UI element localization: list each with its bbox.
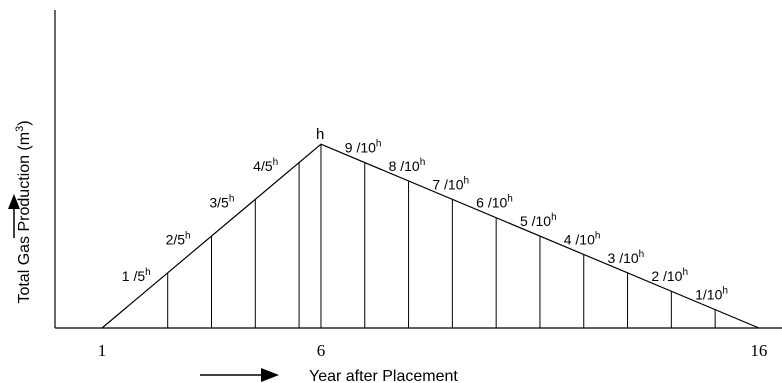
fraction-label: 5 /10h [520,212,557,229]
fraction-label: 7 /10h [432,175,469,192]
fraction-superscript: h [722,286,728,297]
x-tick-label: 6 [317,341,326,360]
y-axis-label: Total Gas Production (m3) [14,120,33,303]
fraction-label: 3 /10h [608,249,645,266]
fraction-label: 8 /10h [389,157,426,174]
chart-marks [101,143,760,329]
fraction-label: 1 /5h [122,267,151,284]
fraction-superscript: h [551,212,557,223]
fraction-superscript: h [595,230,601,241]
fraction-label: 2/5h [166,230,191,247]
fraction-label: 9 /10h [345,139,382,156]
fraction-label: 2 /10h [651,267,688,284]
x-axis-label: Year after Placement [309,368,458,383]
fraction-superscript: h [185,230,191,241]
fraction-superscript: h [464,175,470,186]
fraction-superscript: h [229,194,235,205]
fraction-label: 4/5h [253,157,278,174]
y-arrow-head [8,194,20,209]
x-tick-label: 16 [750,341,767,360]
fraction-label: 3/5h [209,194,234,211]
fraction-superscript: h [376,139,382,150]
x-tick-label: 1 [98,341,107,360]
x-arrow-head [261,368,279,382]
peak-label: h [316,126,324,143]
fraction-superscript: h [420,157,426,168]
production-triangle [101,143,760,329]
axes [8,10,782,382]
fraction-superscript: h [273,157,279,168]
fraction-superscript: h [145,267,151,278]
fraction-superscript: h [682,267,688,278]
fraction-superscript: h [639,249,645,260]
fraction-label: 4 /10h [564,230,601,247]
fraction-label: 1/10h [695,286,728,303]
fraction-label: 6 /10h [476,194,513,211]
fraction-superscript: h [507,194,513,205]
